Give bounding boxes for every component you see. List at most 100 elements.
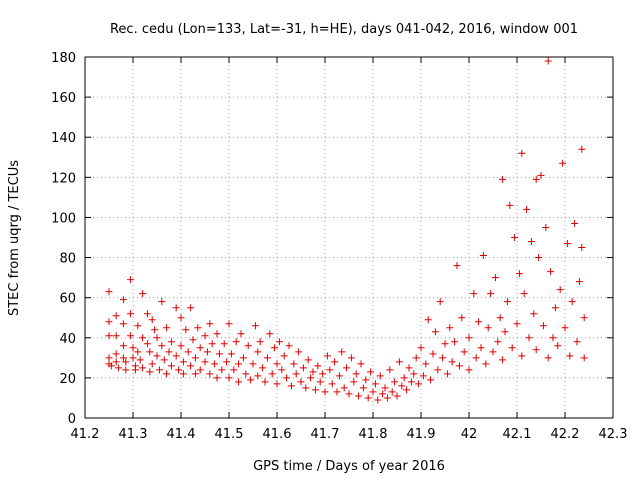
data-point: [410, 370, 418, 378]
data-point: [571, 219, 579, 227]
data-point: [436, 298, 444, 306]
data-point: [211, 360, 219, 368]
data-point: [448, 358, 456, 366]
data-point: [165, 348, 173, 356]
data-point: [184, 348, 192, 356]
data-point: [151, 326, 159, 334]
data-point: [119, 296, 127, 304]
data-point: [268, 370, 276, 378]
data-point: [539, 322, 547, 330]
data-point: [479, 252, 487, 260]
data-point: [556, 286, 564, 294]
data-point: [139, 334, 147, 342]
data-point: [220, 340, 228, 348]
data-point: [311, 386, 319, 394]
data-point: [460, 348, 468, 356]
data-point: [307, 374, 315, 382]
data-point: [374, 396, 382, 404]
data-point: [321, 388, 329, 396]
data-point: [376, 372, 384, 380]
data-point: [561, 324, 569, 332]
data-point: [177, 342, 185, 350]
data-point: [285, 342, 293, 350]
data-point: [203, 348, 211, 356]
data-point: [350, 378, 358, 386]
data-point: [242, 370, 250, 378]
data-point: [513, 320, 521, 328]
data-point: [115, 364, 123, 372]
data-point: [515, 270, 523, 278]
data-point: [158, 298, 166, 306]
data-point: [213, 330, 221, 338]
data-point: [266, 330, 274, 338]
data-point: [393, 392, 401, 400]
data-point: [235, 378, 243, 386]
data-point: [261, 378, 269, 386]
data-point: [446, 324, 454, 332]
data-point: [331, 358, 339, 366]
data-point: [105, 332, 113, 340]
data-point: [148, 360, 156, 368]
data-points: [105, 57, 588, 404]
data-point: [155, 366, 163, 374]
data-point: [297, 378, 305, 386]
data-point: [314, 362, 322, 370]
data-point: [580, 314, 588, 322]
data-point: [127, 276, 135, 284]
data-point: [127, 332, 135, 340]
data-point: [362, 376, 370, 384]
data-point: [472, 354, 480, 362]
data-point: [563, 240, 571, 248]
data-point: [163, 324, 171, 332]
y-axis-label: STEC from uqrg / TECUs: [7, 160, 22, 316]
data-point: [412, 354, 420, 362]
x-tick-label: 41.4: [167, 427, 196, 442]
data-point: [112, 312, 120, 320]
data-point: [369, 388, 377, 396]
data-point: [535, 254, 543, 262]
data-point: [499, 356, 507, 364]
data-point: [275, 338, 283, 346]
data-point: [259, 364, 267, 372]
data-point: [127, 310, 135, 318]
data-point: [484, 324, 492, 332]
data-point: [475, 318, 483, 326]
data-point: [554, 342, 562, 350]
x-tick-label: 41.8: [359, 427, 388, 442]
data-point: [129, 344, 137, 352]
data-point: [292, 370, 300, 378]
data-point: [112, 332, 120, 340]
data-point: [105, 288, 113, 296]
data-point: [443, 370, 451, 378]
data-point: [119, 354, 127, 362]
data-point: [172, 352, 180, 360]
data-point: [134, 322, 142, 330]
data-point: [167, 338, 175, 346]
data-point: [302, 384, 310, 392]
x-tick-label: 42.2: [551, 427, 580, 442]
data-point: [232, 338, 240, 346]
data-point: [172, 304, 180, 312]
data-point: [148, 316, 156, 324]
data-point: [494, 338, 502, 346]
data-point: [235, 360, 243, 368]
data-point: [455, 362, 463, 370]
data-point: [227, 350, 235, 358]
data-point: [431, 328, 439, 336]
data-point: [338, 348, 346, 356]
data-point: [381, 384, 389, 392]
data-point: [340, 384, 348, 392]
data-point: [263, 354, 271, 362]
data-point: [489, 348, 497, 356]
data-point: [477, 344, 485, 352]
data-point: [415, 380, 423, 388]
data-point: [359, 384, 367, 392]
data-point: [532, 175, 540, 183]
data-point: [357, 360, 365, 368]
data-point: [107, 362, 115, 370]
data-point: [225, 374, 233, 382]
data-point: [518, 352, 526, 360]
x-tick-label: 41.3: [119, 427, 148, 442]
data-point: [439, 354, 447, 362]
data-point: [146, 368, 154, 376]
